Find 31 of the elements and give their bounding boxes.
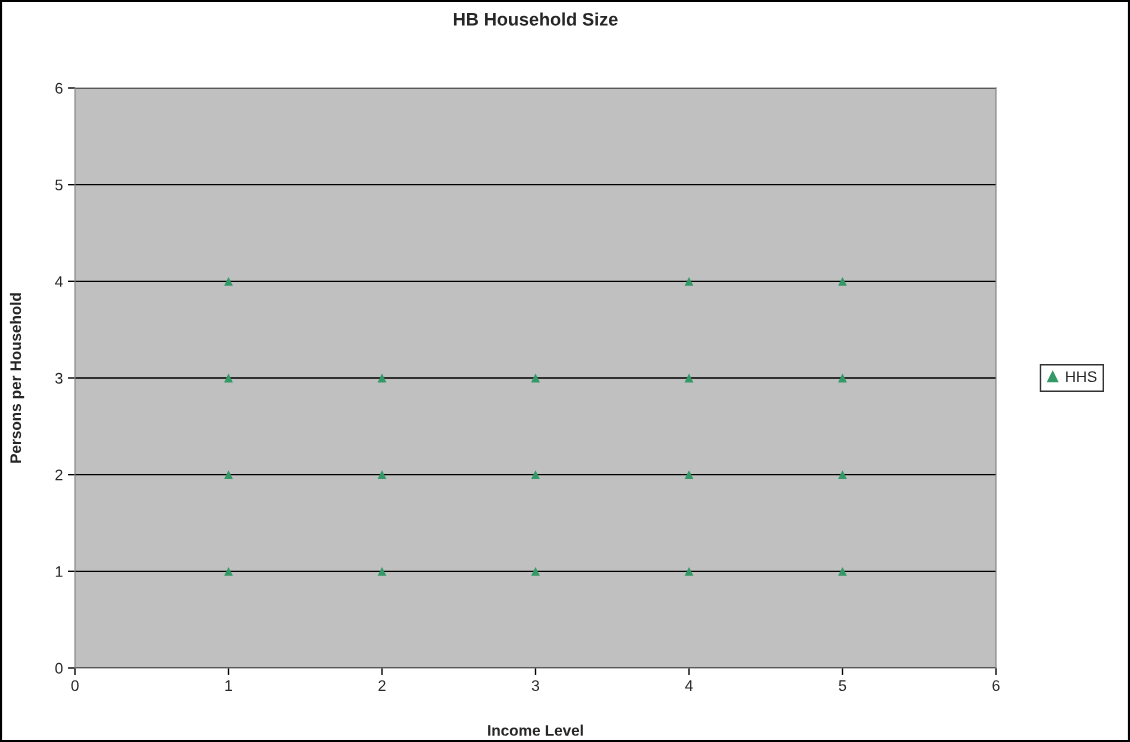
point bbox=[224, 566, 233, 576]
y-axis-title: Persons per Household bbox=[9, 293, 25, 463]
x-axis-title: Income Level bbox=[488, 724, 583, 736]
x-tick-label: 4 bbox=[685, 680, 693, 691]
point bbox=[377, 470, 387, 480]
point bbox=[684, 276, 694, 286]
y-tick-label: 2 bbox=[55, 469, 63, 481]
x-tick-label: 3 bbox=[531, 680, 540, 692]
x-tick-label: 0 bbox=[71, 680, 79, 692]
point bbox=[838, 470, 847, 480]
x-tick-label: 1 bbox=[225, 680, 232, 691]
y-tick-label: 5 bbox=[55, 179, 63, 191]
point bbox=[684, 566, 694, 576]
y-tick-label: 6 bbox=[55, 82, 63, 94]
legend-label: HHS bbox=[1066, 371, 1097, 383]
point bbox=[531, 470, 540, 480]
y-tick-label: 3 bbox=[55, 372, 63, 384]
chart-title: HB Household Size bbox=[453, 12, 618, 26]
point bbox=[838, 566, 847, 576]
y-tick-label: 0 bbox=[55, 662, 63, 674]
y-tick-label: 1 bbox=[55, 566, 63, 577]
point bbox=[684, 470, 694, 480]
x-tick-label: 2 bbox=[378, 680, 386, 691]
point bbox=[224, 470, 233, 480]
point bbox=[224, 276, 233, 286]
point bbox=[531, 566, 540, 576]
x-tick-label: 6 bbox=[992, 680, 1000, 692]
point bbox=[377, 566, 387, 576]
point bbox=[838, 276, 847, 286]
y-tick-label: 4 bbox=[55, 276, 63, 287]
x-tick-label: 5 bbox=[838, 680, 847, 692]
